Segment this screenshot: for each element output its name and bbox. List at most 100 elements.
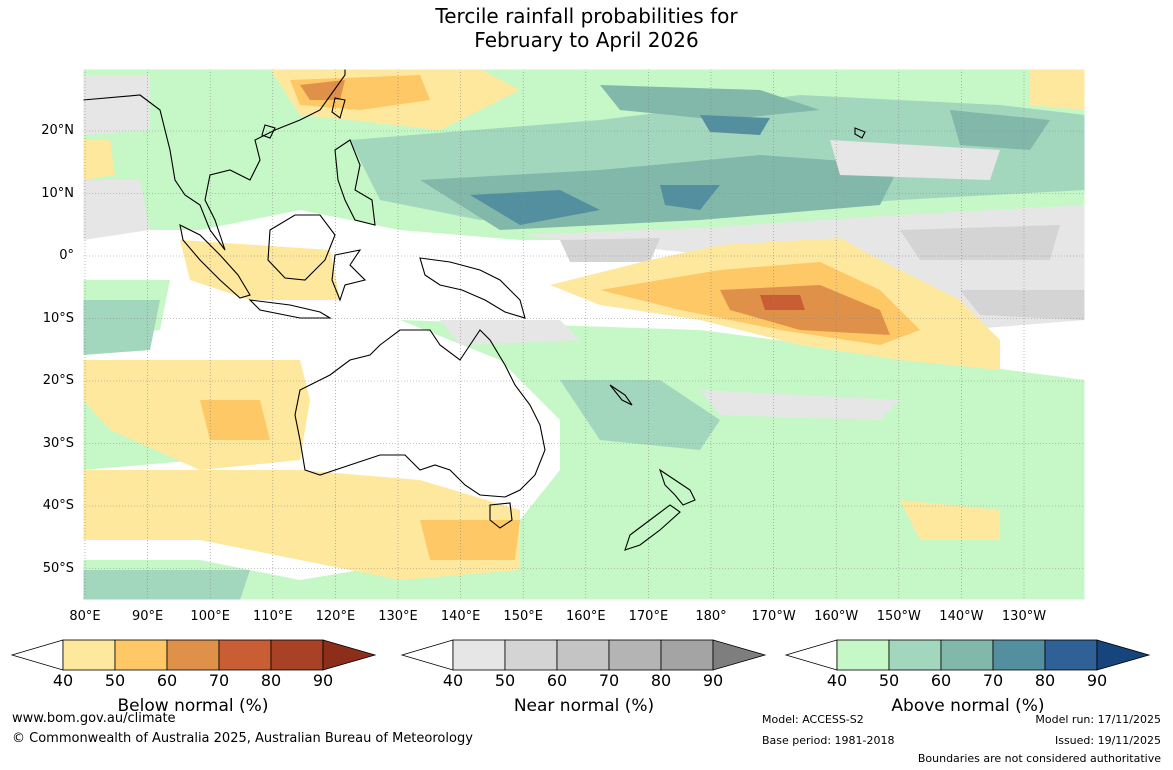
longitude-label: 180°: [695, 609, 727, 624]
legend-tick-label: 40: [442, 671, 464, 690]
longitude-label: 140°W: [939, 609, 984, 624]
hawaii-coastline: [854, 127, 866, 139]
issued-text: Issued: 19/11/2025: [1054, 734, 1161, 747]
legend-swatch: [888, 639, 942, 671]
legend-tick-label: 70: [598, 671, 620, 690]
longitude-label: 130°W: [1001, 609, 1047, 624]
near-normal-60: [560, 225, 1085, 320]
legend-tick-label: 50: [494, 671, 516, 690]
longitude-label: 120°E: [315, 609, 356, 624]
legend-swatch: [62, 639, 116, 671]
new-guinea-coastline: [419, 257, 526, 319]
map-title: Tercile rainfall probabilities for Febru…: [0, 4, 1173, 52]
longitude-label: 160°E: [566, 609, 606, 624]
legend-swatch: [992, 639, 1046, 671]
longitude-label: 150°W: [876, 609, 921, 624]
legend-tick-label: 50: [104, 671, 126, 690]
sumatra-coastline: [179, 224, 251, 299]
legend-tick-label: 70: [982, 671, 1004, 690]
java-coastline: [248, 299, 332, 319]
graticule: [83, 69, 1085, 600]
legend-above-bar: [784, 639, 1151, 671]
legend-swatch: [114, 639, 168, 671]
longitude-label: 80°E: [69, 609, 101, 624]
legend-below-bar: [10, 639, 377, 671]
longitude-label: 130°E: [378, 609, 418, 624]
legend-tick-label: 40: [826, 671, 848, 690]
legend-swatch: [270, 639, 324, 671]
legend-above-title: Above normal (%): [891, 696, 1045, 716]
legend-tick-label: 80: [650, 671, 672, 690]
legend-tick-label: 80: [260, 671, 282, 690]
legend-swatch: [940, 639, 994, 671]
latitude-label: 0°: [59, 248, 74, 263]
latitude-label: 30°S: [42, 435, 74, 451]
legend-tick-label: 80: [1034, 671, 1056, 690]
latitude-label: 10°N: [41, 185, 74, 201]
legend-max-triangle: [712, 639, 767, 671]
longitude-label: 150°E: [503, 609, 543, 624]
legend-tick-label: 40: [52, 671, 74, 690]
legend-tick-label: 50: [878, 671, 900, 690]
legend-min-triangle: [10, 639, 64, 671]
legend-tick-label: 90: [1086, 671, 1108, 690]
longitude-label: 100°E: [190, 609, 230, 624]
legend-max-triangle: [322, 639, 377, 671]
sulawesi-coastline: [331, 249, 367, 302]
copyright-text: © Commonwealth of Australia 2025, Austra…: [12, 731, 473, 746]
legend-swatch: [836, 639, 890, 671]
legend-swatch: [504, 639, 558, 671]
latitude-label: 20°S: [42, 373, 74, 388]
legend-tick-label: 60: [546, 671, 568, 690]
longitude-label: 160°W: [814, 609, 859, 624]
new-zealand-north-coastline: [658, 468, 696, 506]
below-normal-80: [760, 295, 805, 310]
legend-tick-label: 90: [312, 671, 334, 690]
model-text: Model: ACCESS-S2: [762, 713, 864, 726]
new-caledonia-coastline: [609, 384, 633, 406]
legend-swatch: [166, 639, 220, 671]
legend-swatch: [1044, 639, 1098, 671]
latitude-label: 10°S: [42, 310, 74, 326]
legend-near-title: Near normal (%): [513, 696, 655, 716]
legend-tick-label: 90: [702, 671, 724, 690]
longitude-label: 90°E: [131, 609, 164, 624]
above-normal-80: [470, 115, 770, 225]
legend-below-title: Below normal (%): [117, 696, 269, 716]
tasmania-coastline: [489, 502, 513, 529]
legend-tick-label: 60: [930, 671, 952, 690]
title-line-2: February to April 2026: [474, 28, 699, 52]
longitude-label: 140°E: [440, 609, 481, 624]
rainfall-probability-map: [82, 68, 1086, 601]
model-run-text: Model run: 17/11/2025: [1035, 713, 1161, 726]
legend-swatch: [660, 639, 714, 671]
legend-near-bar: [400, 639, 767, 671]
longitude-label: 110°E: [253, 609, 293, 624]
legend-tick-label: 60: [156, 671, 178, 690]
legend-max-triangle: [1096, 639, 1151, 671]
legend-tick-label: 70: [208, 671, 230, 690]
legend-swatch: [608, 639, 662, 671]
map-frame: [82, 68, 1086, 601]
base-period-text: Base period: 1981-2018: [762, 734, 895, 747]
website-link[interactable]: www.bom.gov.au/climate: [12, 711, 176, 726]
taiwan-coastline: [331, 97, 346, 119]
legend-swatch: [556, 639, 610, 671]
new-zealand-south-coastline: [624, 504, 681, 551]
latitude-label: 50°S: [42, 560, 74, 576]
latitude-label: 40°S: [42, 498, 74, 513]
australia-coastline: [294, 329, 546, 498]
legend-swatch: [452, 639, 506, 671]
borneo-coastline: [267, 214, 336, 281]
boundaries-disclaimer: Boundaries are not considered authoritat…: [917, 752, 1161, 765]
title-line-1: Tercile rainfall probabilities for: [435, 4, 738, 28]
legend-min-triangle: [400, 639, 454, 671]
hainan-coastline: [261, 124, 276, 139]
coastlines: [83, 69, 866, 551]
latitude-label: 20°N: [41, 123, 74, 138]
philippines-coastline: [334, 139, 376, 226]
probability-fields: [83, 69, 1085, 600]
legend-min-triangle: [784, 639, 838, 671]
longitude-label: 170°E: [628, 609, 669, 624]
mainland-asia-coastline: [83, 69, 346, 251]
